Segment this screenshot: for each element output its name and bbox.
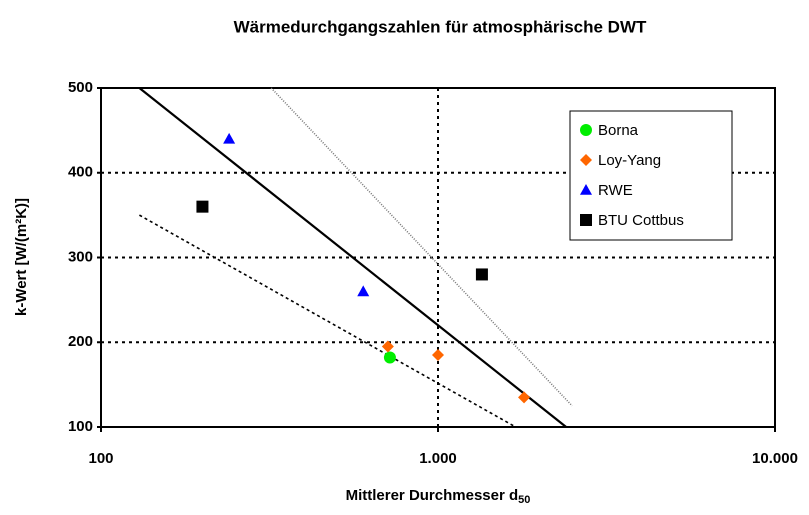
- trend-line: [138, 87, 567, 428]
- marker: [196, 200, 209, 213]
- y-axis-label: k-Wert [W/(m²K)]: [13, 198, 30, 316]
- y-tick-label: 100: [68, 418, 93, 435]
- plot-border: [100, 87, 776, 428]
- legend-label: BTU Cottbus: [598, 212, 684, 229]
- trend-line: [139, 214, 517, 428]
- marker: [357, 285, 370, 297]
- legend-marker: [580, 154, 592, 166]
- marker: [381, 340, 394, 353]
- y-tick-label: 500: [68, 79, 93, 96]
- x-tick-label: 1.000: [419, 450, 457, 467]
- y-tick-label: 400: [68, 164, 93, 181]
- x-tick-label: 10.000: [752, 450, 798, 467]
- marker: [383, 351, 396, 364]
- legend-label: Loy-Yang: [598, 152, 661, 169]
- chart-title: Wärmedurchgangszahlen für atmosphärische…: [234, 17, 647, 36]
- marker: [518, 391, 531, 404]
- legend-marker: [580, 124, 592, 136]
- x-axis-label-subscript: 50: [518, 494, 530, 506]
- marker: [432, 348, 444, 361]
- legend-label: Borna: [598, 122, 639, 139]
- legend-marker: [580, 184, 592, 195]
- x-axis-label: Mittlerer Durchmesser d50: [346, 487, 531, 506]
- legend-box: [569, 110, 733, 241]
- y-tick-label: 200: [68, 333, 93, 350]
- x-tick-label: 100: [88, 450, 113, 467]
- x-axis-label-text: Mittlerer Durchmesser d: [346, 487, 519, 504]
- y-tick-label: 300: [68, 248, 93, 265]
- trend-line: [270, 87, 573, 407]
- marker: [223, 132, 236, 144]
- marker: [475, 268, 488, 281]
- legend-marker: [580, 214, 592, 226]
- legend-label: RWE: [598, 182, 633, 199]
